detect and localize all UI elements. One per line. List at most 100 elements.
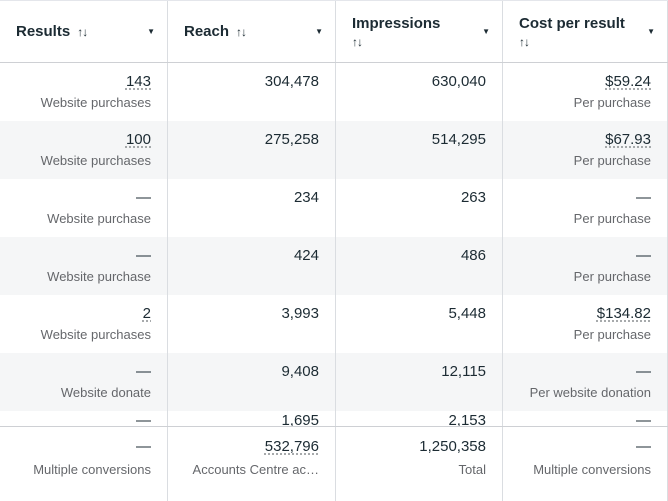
impressions-cell: 630,040 [336,63,503,121]
cost-value: — [636,363,651,380]
reach-value: 3,993 [281,305,319,322]
impressions-cell: 5,448 [336,295,503,353]
footer-cost-cell: — Multiple conversions [503,427,668,501]
cost-cell: — Per purchase [503,179,668,237]
impressions-value: 486 [460,247,486,264]
footer-impressions-value: 1,250,358 [419,438,486,455]
table-header-row: Results ↑↓ ▼ Reach ↑↓ ▼ Impressions ↑↓ ▼… [0,1,668,63]
header-label-group: Results ↑↓ [16,23,88,40]
cost-cell: — Per purchase [503,237,668,295]
results-cell: 143 Website purchases [0,63,168,121]
results-label: Website purchase [47,211,151,226]
sort-icon[interactable]: ↑↓ [519,34,530,49]
results-value: — [136,363,151,380]
reach-value: 9,408 [281,363,319,380]
footer-results-cell: — Multiple conversions [0,427,168,501]
results-value[interactable]: 2 [142,305,151,322]
cost-value[interactable]: $67.93 [605,131,651,148]
reach-cell: 9,408 [168,353,336,411]
footer-reach-value[interactable]: 532,796 [264,438,319,455]
footer-results-label: Multiple conversions [33,462,151,477]
results-value[interactable]: 143 [125,73,151,90]
column-label: Results [16,23,71,40]
chevron-down-icon[interactable]: ▼ [315,27,323,36]
impressions-value: 630,040 [431,73,486,90]
results-cell: — Website purchase [0,237,168,295]
reach-value: 1,695 [281,412,319,429]
cost-label: Per purchase [573,153,651,168]
column-label: Impressions [352,14,441,32]
results-value[interactable]: 100 [125,131,151,148]
impressions-value: 12,115 [441,363,486,380]
column-header-reach[interactable]: Reach ↑↓ ▼ [168,1,336,62]
footer-impressions-cell: 1,250,358 Total [336,427,503,501]
chevron-down-icon[interactable]: ▼ [482,27,490,36]
impressions-cell: 486 [336,237,503,295]
results-label: Website purchases [40,153,151,168]
results-label: Website purchase [47,269,151,284]
impressions-value: 514,295 [431,131,486,148]
cost-label: Per purchase [573,269,651,284]
column-header-impressions[interactable]: Impressions ↑↓ ▼ [336,1,503,62]
reach-cell: 304,478 [168,63,336,121]
footer-cost-value: — [636,438,651,455]
results-label: Website donate [60,385,151,400]
impressions-value: 263 [460,189,486,206]
cost-value[interactable]: $59.24 [605,73,651,90]
reach-value: 424 [293,247,319,264]
header-label-group: Reach ↑↓ [184,23,247,40]
footer-reach-cell: 532,796 Accounts Centre ac… [168,427,336,501]
impressions-cell: 514,295 [336,121,503,179]
cost-value: — [636,412,651,429]
results-cell: 100 Website purchases [0,121,168,179]
table-summary-row: — Multiple conversions 532,796 Accounts … [0,426,668,501]
footer-results-value: — [136,438,151,455]
table-row[interactable]: — Website purchase 424 486 — Per purchas… [0,237,668,295]
sort-icon[interactable]: ↑↓ [77,24,88,39]
table-row[interactable]: 100 Website purchases 275,258 514,295 $6… [0,121,668,179]
footer-reach-label: Accounts Centre ac… [192,462,319,477]
header-label-group: Impressions ↑↓ [352,15,440,49]
cost-label: Per purchase [573,327,651,342]
table-row[interactable]: — Website purchase 234 263 — Per purchas… [0,179,668,237]
footer-cost-label: Multiple conversions [533,462,651,477]
footer-impressions-label: Total [458,462,486,477]
sort-icon[interactable]: ↑↓ [236,24,247,39]
reach-cell: 3,993 [168,295,336,353]
results-cell: 2 Website purchases [0,295,168,353]
reach-cell: 424 [168,237,336,295]
impressions-cell: 263 [336,179,503,237]
cost-cell: $59.24 Per purchase [503,63,668,121]
cost-value: — [636,189,651,206]
impressions-value: 5,448 [448,305,486,322]
chevron-down-icon[interactable]: ▼ [647,27,655,36]
cost-cell: $67.93 Per purchase [503,121,668,179]
column-header-results[interactable]: Results ↑↓ ▼ [0,1,168,62]
impressions-cell: 12,115 [336,353,503,411]
cost-label: Per purchase [573,211,651,226]
table-body: 143 Website purchases 304,478 630,040 $5… [0,63,668,469]
cost-value[interactable]: $134.82 [596,305,651,322]
table-row[interactable]: — Website donate 9,408 12,115 — Per webs… [0,353,668,411]
cost-cell: $134.82 Per purchase [503,295,668,353]
header-label-group: Cost per result ↑↓ [519,15,625,49]
results-value: — [136,412,151,429]
sort-icon[interactable]: ↑↓ [352,34,363,49]
results-value: — [136,189,151,206]
reach-value: 304,478 [264,73,319,90]
reach-cell: 234 [168,179,336,237]
reach-value: 234 [293,189,319,206]
reach-cell: 275,258 [168,121,336,179]
column-header-cost-per-result[interactable]: Cost per result ↑↓ ▼ [503,1,668,62]
table-row[interactable]: 2 Website purchases 3,993 5,448 $134.82 … [0,295,668,353]
cost-label: Per purchase [573,95,651,110]
results-label: Website purchases [40,327,151,342]
chevron-down-icon[interactable]: ▼ [147,27,155,36]
results-cell: — Website purchase [0,179,168,237]
table-row[interactable]: 143 Website purchases 304,478 630,040 $5… [0,63,668,121]
column-label: Cost per result [519,14,625,32]
column-label: Reach [184,23,230,40]
results-value: — [136,247,151,264]
results-cell: — Website donate [0,353,168,411]
